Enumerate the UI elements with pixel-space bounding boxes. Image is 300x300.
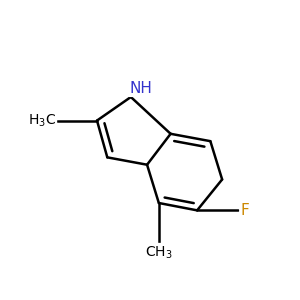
Text: F: F <box>241 203 249 218</box>
Text: CH$_3$: CH$_3$ <box>145 244 173 261</box>
Text: H$_3$C: H$_3$C <box>28 112 56 129</box>
Text: NH: NH <box>129 80 152 95</box>
